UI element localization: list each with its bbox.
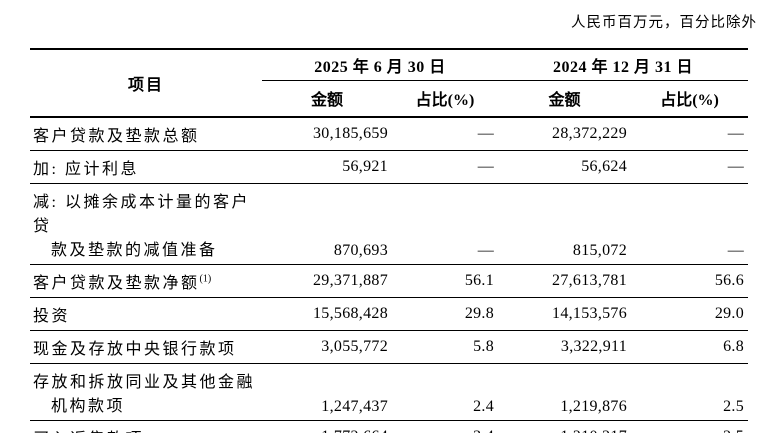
item-label-line2: 机构款项 (51, 398, 126, 415)
item-label: 客户贷款及垫款净额(1) (30, 264, 262, 298)
units-note: 人民币百万元，百分比除外 (571, 15, 757, 31)
pct-header-2025: 占比(%) (392, 80, 499, 118)
amount-cell: 56,921 (262, 150, 392, 184)
amount-cell: 1,247,437 (262, 363, 392, 421)
item-label: 减: 以摊余成本计量的客户贷 款及垫款的减值准备 (30, 183, 262, 265)
amount-cell: 870,693 (262, 183, 392, 265)
pct-cell: 29.8 (392, 297, 499, 331)
table-row: 现金及存放中央银行款项 3,055,772 5.8 3,322,911 6.8 (30, 330, 749, 364)
amount-cell: 15,568,428 (262, 297, 392, 331)
table-row: 存放和拆放同业及其他金融 机构款项 1,247,437 2.4 1,219,87… (30, 363, 749, 421)
item-column-header: 项目 (30, 49, 262, 118)
amount-cell: 3,322,911 (498, 330, 632, 364)
table-row: 买入返售款项 1,772,664 3.4 1,210,217 2.5 (30, 420, 749, 433)
amount-cell: 1,219,876 (498, 363, 632, 421)
amount-header-2024: 金额 (498, 80, 632, 118)
pct-cell: 29.0 (631, 297, 749, 331)
pct-cell: 2.4 (392, 363, 499, 421)
pct-header-2024: 占比(%) (631, 80, 749, 118)
date-header-2024: 2024 年 12 月 31 日 (498, 49, 749, 81)
amount-cell: 29,371,887 (262, 264, 392, 298)
amount-cell: 1,210,217 (498, 420, 632, 433)
pct-cell: — (631, 117, 749, 151)
amount-cell: 14,153,576 (498, 297, 632, 331)
item-label: 存放和拆放同业及其他金融 机构款项 (30, 363, 262, 421)
pct-cell: 56.1 (392, 264, 499, 298)
amount-cell: 30,185,659 (262, 117, 392, 151)
assets-table: 项目 2025 年 6 月 30 日 2024 年 12 月 31 日 金额 占… (30, 48, 749, 433)
item-label-line2: 款及垫款的减值准备 (51, 242, 218, 259)
pct-cell: — (392, 117, 499, 151)
table-row: 客户贷款及垫款净额(1) 29,371,887 56.1 27,613,781 … (30, 264, 749, 298)
item-label: 现金及存放中央银行款项 (30, 330, 262, 364)
footnote-marker: (1) (199, 273, 212, 285)
amount-cell: 3,055,772 (262, 330, 392, 364)
table-row: 投资 15,568,428 29.8 14,153,576 29.0 (30, 297, 749, 331)
amount-cell: 1,772,664 (262, 420, 392, 433)
pct-cell: 2.5 (631, 363, 749, 421)
item-label: 加: 应计利息 (30, 150, 262, 184)
item-label-line1: 存放和拆放同业及其他金融 (33, 374, 256, 391)
pct-cell: — (392, 150, 499, 184)
pct-cell: 2.5 (631, 420, 749, 433)
date-header-2025: 2025 年 6 月 30 日 (262, 49, 499, 81)
pct-cell: — (631, 150, 749, 184)
amount-cell: 56,624 (498, 150, 632, 184)
amount-cell: 27,613,781 (498, 264, 632, 298)
pct-cell: 56.6 (631, 264, 749, 298)
amount-cell: 815,072 (498, 183, 632, 265)
pct-cell: 3.4 (392, 420, 499, 433)
pct-cell: 5.8 (392, 330, 499, 364)
table-row: 加: 应计利息 56,921 — 56,624 — (30, 150, 749, 184)
item-label: 买入返售款项 (30, 420, 262, 433)
amount-header-2025: 金额 (262, 80, 392, 118)
amount-cell: 28,372,229 (498, 117, 632, 151)
item-label-line1: 减: 以摊余成本计量的客户贷 (33, 194, 250, 235)
pct-cell: — (631, 183, 749, 265)
table-header: 项目 2025 年 6 月 30 日 2024 年 12 月 31 日 金额 占… (30, 49, 749, 118)
table-row: 客户贷款及垫款总额 30,185,659 — 28,372,229 — (30, 117, 749, 151)
item-label: 投资 (30, 297, 262, 331)
pct-cell: 6.8 (631, 330, 749, 364)
pct-cell: — (392, 183, 499, 265)
table-row: 减: 以摊余成本计量的客户贷 款及垫款的减值准备 870,693 — 815,0… (30, 183, 749, 265)
item-label: 客户贷款及垫款总额 (30, 117, 262, 151)
